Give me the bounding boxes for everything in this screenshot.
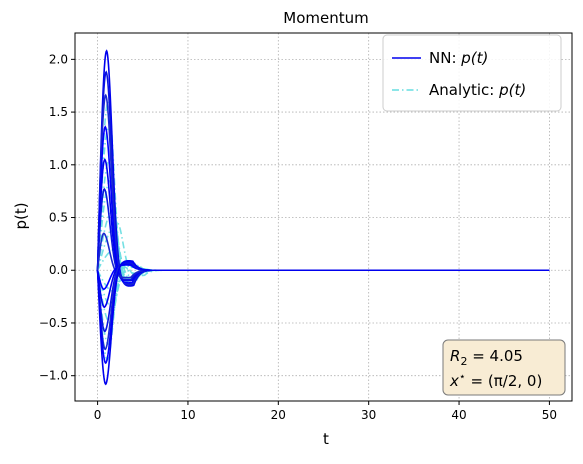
legend-math-nn: p(t) [460,49,488,67]
legend-label-analytic: Analytic: p(t) [429,81,526,99]
legend-prefix-analytic: Analytic: [429,81,499,99]
y-tick-label: −0.5 [39,316,68,330]
y-tick-label: 1.0 [49,158,68,172]
y-tick-label: 0.0 [49,263,68,277]
annotation-r-value: = 4.05 [467,347,523,365]
annotation-box [442,339,566,396]
annotation-r-symbol: R [450,347,460,365]
ticks: 0 10 20 30 40 50 −1.0 −0.5 0.0 0.5 1.0 1.5 2.0 [39,52,557,422]
chart-title: Momentum [283,9,368,27]
legend: NN: p(t) Analytic: p(t) [382,34,562,112]
annotation: R2 = 4.05 x⋆ = (π/2, 0) [442,339,566,396]
annotation-x-value: = (π/2, 0) [466,372,543,390]
y-tick-label: 2.0 [49,52,68,66]
y-tick-label: 1.5 [49,105,68,119]
legend-box [382,34,562,112]
x-tick-label: 20 [271,408,286,422]
annotation-r-subscript: 2 [460,355,467,368]
x-tick-label: 50 [542,408,557,422]
x-tick-label: 0 [94,408,102,422]
legend-label-nn: NN: p(t) [429,49,488,67]
x-tick-label: 10 [180,408,195,422]
y-tick-label: 0.5 [49,211,68,225]
y-tick-label: −1.0 [39,369,68,383]
legend-math-analytic: p(t) [498,81,526,99]
annotation-line-1: R2 = 4.05 [450,347,523,368]
x-tick-label: 30 [361,408,376,422]
y-axis-title: p(t) [12,202,30,229]
x-tick-label: 40 [451,408,466,422]
annotation-x-symbol: x [449,372,459,390]
x-axis-title: t [323,430,329,448]
legend-prefix-nn: NN: [429,49,461,67]
nn-series-group [96,49,550,386]
nn-series-line [96,259,550,386]
annotation-line-2: x⋆ = (π/2, 0) [449,370,542,390]
plot-frame [74,32,573,402]
annotation-x-superscript: ⋆ [459,370,466,383]
